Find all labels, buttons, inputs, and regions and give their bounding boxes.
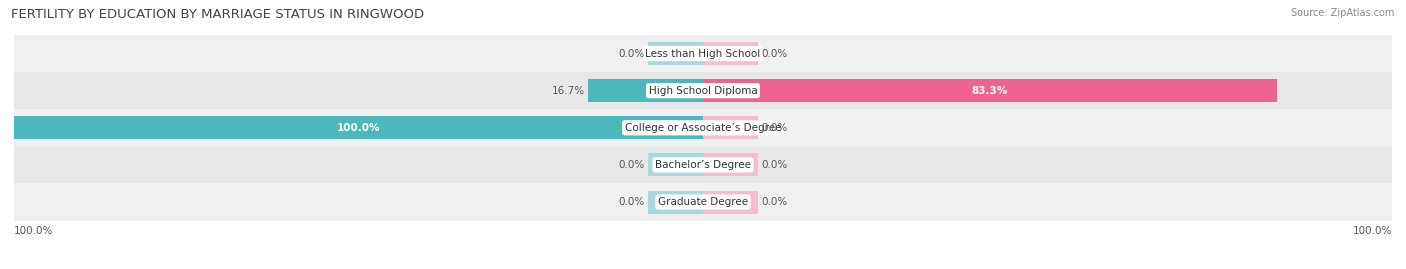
Text: 16.7%: 16.7% xyxy=(551,86,585,96)
Bar xyxy=(703,153,758,176)
Bar xyxy=(703,79,1277,102)
Bar xyxy=(703,116,758,139)
Bar xyxy=(703,42,758,65)
Text: 0.0%: 0.0% xyxy=(619,160,644,170)
Text: 0.0%: 0.0% xyxy=(762,123,787,133)
Text: 0.0%: 0.0% xyxy=(762,160,787,170)
Text: Source: ZipAtlas.com: Source: ZipAtlas.com xyxy=(1291,8,1395,18)
Bar xyxy=(14,109,1392,146)
Text: 0.0%: 0.0% xyxy=(762,197,787,207)
Bar xyxy=(14,72,1392,109)
Bar xyxy=(588,79,703,102)
Bar xyxy=(648,42,703,65)
Text: College or Associate’s Degree: College or Associate’s Degree xyxy=(624,123,782,133)
Text: 100.0%: 100.0% xyxy=(14,226,53,236)
Text: Less than High School: Less than High School xyxy=(645,48,761,59)
Text: 100.0%: 100.0% xyxy=(1353,226,1392,236)
Text: 0.0%: 0.0% xyxy=(619,197,644,207)
Text: High School Diploma: High School Diploma xyxy=(648,86,758,96)
Text: Bachelor’s Degree: Bachelor’s Degree xyxy=(655,160,751,170)
Text: 83.3%: 83.3% xyxy=(972,86,1008,96)
Bar xyxy=(14,35,1392,72)
Text: Graduate Degree: Graduate Degree xyxy=(658,197,748,207)
Bar xyxy=(14,183,1392,221)
Bar xyxy=(648,153,703,176)
Text: FERTILITY BY EDUCATION BY MARRIAGE STATUS IN RINGWOOD: FERTILITY BY EDUCATION BY MARRIAGE STATU… xyxy=(11,8,425,21)
Bar xyxy=(703,190,758,214)
Text: 100.0%: 100.0% xyxy=(337,123,380,133)
Text: 0.0%: 0.0% xyxy=(762,48,787,59)
Bar xyxy=(648,190,703,214)
Text: 0.0%: 0.0% xyxy=(619,48,644,59)
Bar xyxy=(14,146,1392,183)
Bar xyxy=(14,116,703,139)
